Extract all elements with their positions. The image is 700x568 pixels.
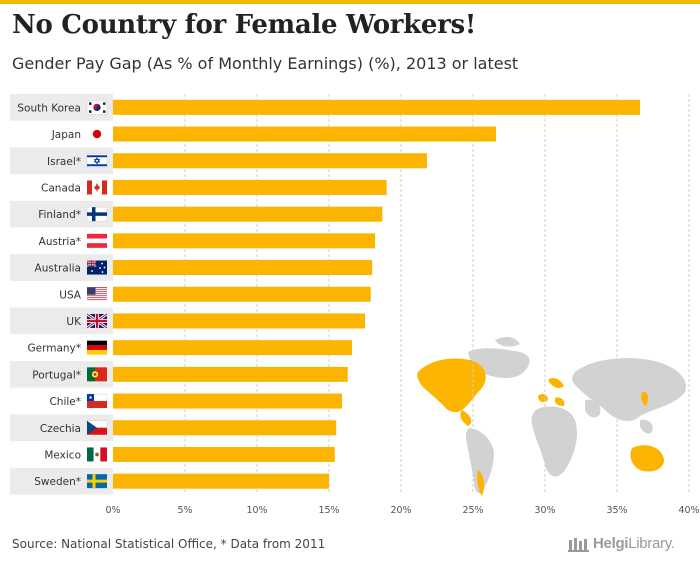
flag-us-icon [87,287,107,302]
flag-cz-icon [86,420,108,435]
bar-ca [113,179,387,195]
flag-cl-icon [86,393,108,409]
map-shape [548,378,564,388]
category-label: Portugal* [32,369,81,381]
world-map-icon [417,336,686,496]
bar-jp [113,126,497,142]
x-tick-label: 15% [318,505,339,516]
flag-mx-icon [87,447,107,462]
map-shape [554,397,565,406]
map-shape [417,358,486,413]
map-shape [460,410,472,426]
flag-at-icon [87,233,107,248]
x-tick-label: 40% [678,505,699,516]
category-label: South Korea [17,102,81,114]
flag-kr-icon [86,100,108,115]
source-note: Source: National Statistical Office, * D… [12,537,326,551]
map-shape [585,399,601,418]
map-shape [495,336,520,347]
bar-se [113,473,329,489]
logo-text-library: Library. [628,535,675,552]
x-tick-label: 35% [606,505,627,516]
top-accent-bar [0,0,700,4]
bar-at [113,233,376,249]
x-tick-label: 25% [462,505,483,516]
map-shape [477,470,485,496]
map-shape [640,419,653,434]
bar-pt [113,366,348,382]
chart-subtitle: Gender Pay Gap (As % of Monthly Earnings… [12,54,519,73]
x-tick-label: 0% [105,505,120,516]
category-label: Germany* [27,343,81,355]
x-axis-ticks: 0% 5% 10% 15% 20% 25% 30% 35% 40% [105,505,699,516]
map-shape [630,445,664,472]
bar-il [113,153,427,169]
flag-ca-icon [87,180,107,195]
x-tick-label: 10% [246,505,267,516]
x-tick-label: 5% [177,505,192,516]
map-shape [531,406,577,477]
category-label: Mexico [44,449,81,461]
category-label: Sweden* [34,476,81,488]
bar-series [113,99,641,489]
bar-kr [113,99,641,115]
chart-title: No Country for Female Workers! [12,10,476,40]
x-tick-label: 20% [390,505,411,516]
bar-mx [113,446,335,462]
bar-au [113,260,373,276]
flag-pt-icon [87,367,107,382]
category-label: Canada [41,182,81,194]
flag-se-icon [87,474,107,489]
category-label: Australia [35,263,81,275]
bar-fi [113,206,383,222]
category-labels: South Korea Japan Israel* Canada Finland* Aus… [17,102,82,488]
map-shape [641,391,649,406]
category-label: Czechia [40,423,81,435]
category-label: Finland* [38,209,81,221]
x-tick-label: 30% [534,505,555,516]
flag-gb-icon [86,312,108,330]
bar-chart: South Korea Japan Israel* Canada Finland* Aus… [10,94,700,516]
helgilibrary-logo[interactable]: Helgi Library. [568,535,675,552]
category-label: UK [66,316,82,328]
logo-text-helgi: Helgi [593,535,629,552]
flag-au-icon [86,259,107,275]
map-shape [538,393,548,403]
bar-gb [113,313,365,329]
category-label: Austria* [39,236,81,248]
category-label: Japan [51,129,81,141]
bar-us [113,286,371,302]
category-label: Israel* [47,156,81,168]
flag-fi-icon [86,206,108,222]
category-label: Chile* [49,396,81,408]
bar-cl [113,393,342,409]
flag-jp-icon [92,129,102,139]
map-shape [572,358,686,422]
flag-il-icon [86,153,108,168]
bar-cz [113,420,337,436]
category-label: USA [59,289,82,301]
bar-de [113,340,353,356]
flag-de-icon [87,340,107,355]
flag-icons [86,100,108,489]
library-logo-icon [568,537,589,552]
